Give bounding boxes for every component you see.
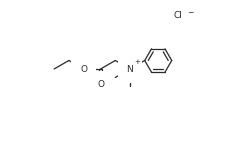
Text: O: O	[80, 65, 87, 73]
Text: N: N	[127, 65, 133, 73]
Text: Cl: Cl	[174, 12, 182, 20]
Text: +: +	[134, 58, 140, 65]
Text: −: −	[187, 8, 193, 18]
Text: O: O	[97, 80, 104, 89]
